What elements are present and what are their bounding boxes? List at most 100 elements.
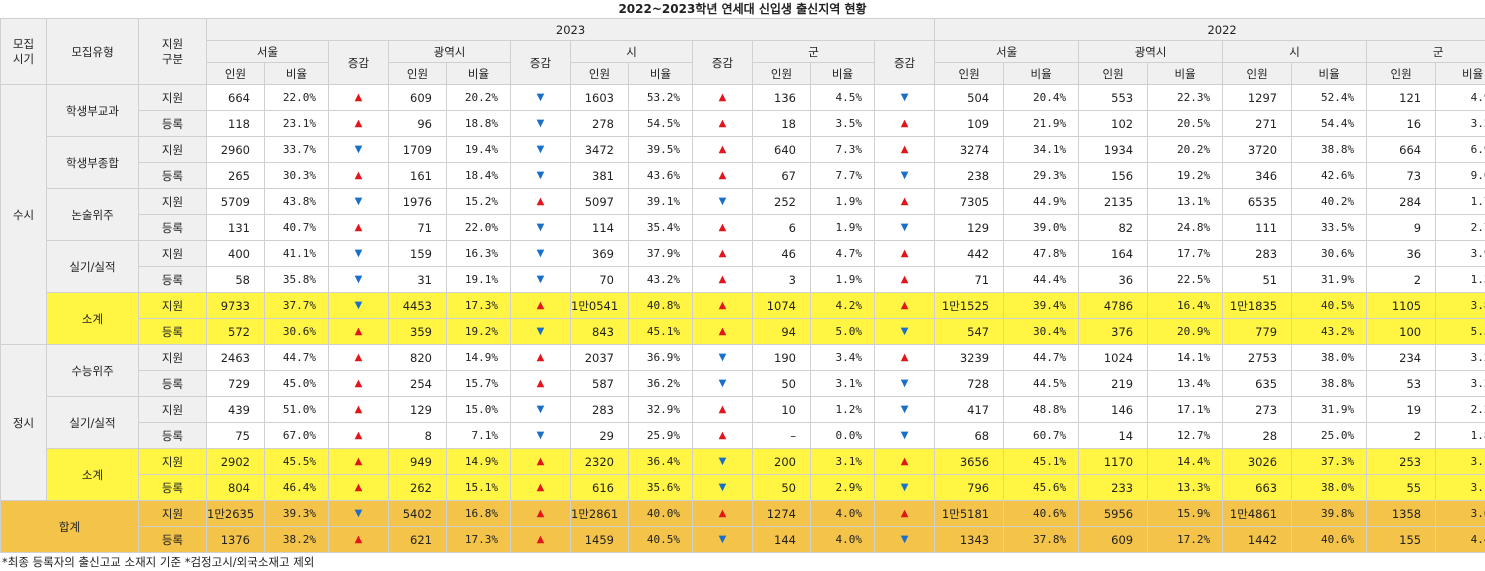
change-up-icon: ▲ [329,423,389,449]
ratio-cell: 30.6% [1292,241,1367,267]
count-cell: 2 [1367,423,1436,449]
count-cell: 278 [571,111,629,137]
count-cell: 547 [935,319,1004,345]
ratio-cell: 39.8% [1292,501,1367,527]
count-cell: 144 [753,527,811,553]
header-2023-county-change: 증감 [875,41,935,85]
ratio-cell: 48.8% [1004,397,1079,423]
ratio-cell: 3.1% [1436,449,1485,475]
type-cell: 논술위주 [47,189,139,241]
count-cell: 553 [1079,85,1148,111]
change-up-icon: ▲ [329,215,389,241]
ratio-cell: 51.0% [265,397,329,423]
ratio-cell: 21.9% [1004,111,1079,137]
change-down-icon: ▼ [875,215,935,241]
count-cell: 16 [1367,111,1436,137]
ratio-cell: 20.5% [1148,111,1223,137]
count-cell: 53 [1367,371,1436,397]
ratio-cell: 38.2% [265,527,329,553]
count-cell: 50 [753,371,811,397]
count-cell: 779 [1223,319,1292,345]
count-cell: 3720 [1223,137,1292,163]
count-cell: 19 [1367,397,1436,423]
ratio-cell: 24.8% [1148,215,1223,241]
count-cell: 10 [753,397,811,423]
change-up-icon: ▲ [693,397,753,423]
type-cell: 실기/실적 [47,397,139,449]
ratio-cell: 39.5% [629,137,693,163]
ratio-cell: 31.9% [1292,397,1367,423]
ratio-cell: 40.2% [1292,189,1367,215]
kind-cell: 지원 [139,137,207,163]
ratio-cell: 2.2% [1436,397,1485,423]
type-cell: 실기/실적 [47,241,139,293]
count-cell: 369 [571,241,629,267]
count-cell: 728 [935,371,1004,397]
count-cell: 1만5181 [935,501,1004,527]
count-cell: 111 [1223,215,1292,241]
count-cell: 265 [207,163,265,189]
ratio-cell: 4.9% [1436,85,1485,111]
ratio-cell: 17.7% [1148,241,1223,267]
kind-cell: 지원 [139,501,207,527]
ratio-cell: 22.5% [1148,267,1223,293]
count-cell: 1376 [207,527,265,553]
count-cell: 14 [1079,423,1148,449]
change-down-icon: ▼ [875,475,935,501]
change-down-icon: ▼ [511,267,571,293]
header-2023-city: 시 [571,41,693,63]
count-cell: 4453 [389,293,447,319]
count-cell: 71 [935,267,1004,293]
change-up-icon: ▲ [693,423,753,449]
count-cell: 664 [1367,137,1436,163]
count-cell: 82 [1079,215,1148,241]
header-2023-seoul-change: 증감 [329,41,389,85]
count-cell: 376 [1079,319,1148,345]
ratio-cell: 45.5% [265,449,329,475]
ratio-cell: 14.1% [1148,345,1223,371]
count-cell: 439 [207,397,265,423]
type-cell: 학생부교과 [47,85,139,137]
kind-cell: 지원 [139,345,207,371]
count-cell: 2753 [1223,345,1292,371]
count-cell: 3274 [935,137,1004,163]
ratio-cell: 36.2% [629,371,693,397]
ratio-cell: 31.9% [1292,267,1367,293]
kind-cell: 등록 [139,163,207,189]
ratio-cell: 1.2% [811,397,875,423]
ratio-cell: 17.2% [1148,527,1223,553]
header-ratio: 비율 [1004,63,1079,85]
ratio-cell: 13.1% [1148,189,1223,215]
change-up-icon: ▲ [511,371,571,397]
count-cell: 55 [1367,475,1436,501]
count-cell: 346 [1223,163,1292,189]
count-cell: 28 [1223,423,1292,449]
ratio-cell: 43.8% [265,189,329,215]
header-count: 인원 [753,63,811,85]
kind-cell: 등록 [139,215,207,241]
change-down-icon: ▼ [875,319,935,345]
count-cell: 36 [1367,241,1436,267]
ratio-cell: 19.2% [447,319,511,345]
change-up-icon: ▲ [693,267,753,293]
count-cell: 621 [389,527,447,553]
change-down-icon: ▼ [511,85,571,111]
change-up-icon: ▲ [875,241,935,267]
count-cell: 9733 [207,293,265,319]
change-down-icon: ▼ [693,475,753,501]
period-cell: 수시 [1,85,47,345]
ratio-cell: 32.9% [629,397,693,423]
change-down-icon: ▼ [693,449,753,475]
count-cell: 51 [1223,267,1292,293]
count-cell: 1만1835 [1223,293,1292,319]
count-cell: 664 [207,85,265,111]
table-title: 2022~2023학년 연세대 신입생 출신지역 현황 [0,0,1485,18]
count-cell: 1934 [1079,137,1148,163]
change-down-icon: ▼ [329,267,389,293]
count-cell: 1170 [1079,449,1148,475]
count-cell: 1만2861 [571,501,629,527]
count-cell: 381 [571,163,629,189]
ratio-cell: 3.1% [811,449,875,475]
